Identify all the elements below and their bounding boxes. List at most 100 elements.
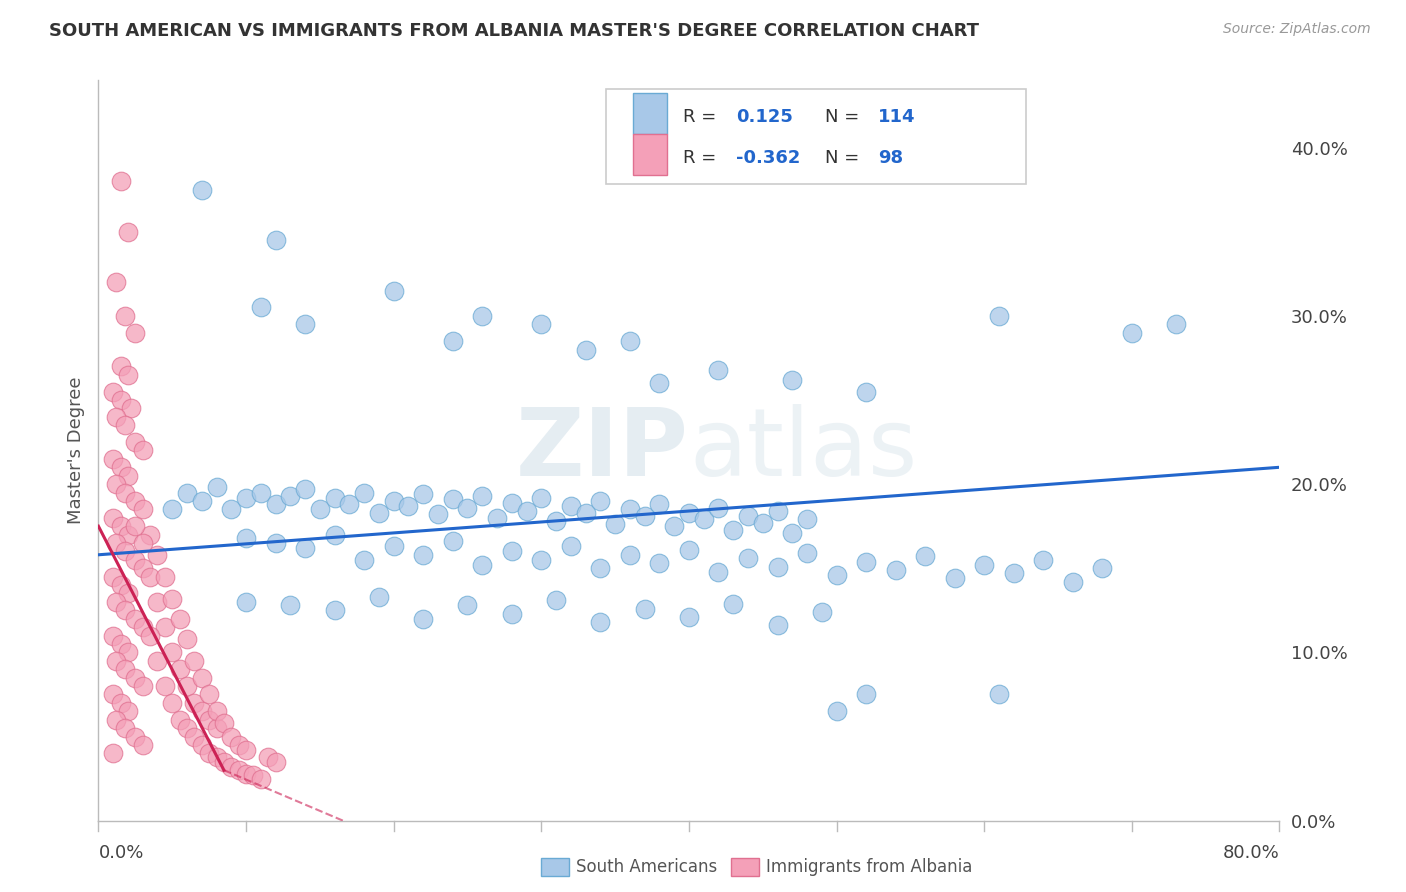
Point (914, 549, 936, 564)
Point (162, 645, 183, 659)
Point (198, 713, 221, 727)
Point (707, 362, 730, 376)
Point (752, 516, 775, 530)
Point (114, 485, 136, 500)
Point (103, 384, 125, 399)
Point (441, 334, 464, 348)
Point (124, 435, 146, 450)
Point (105, 595, 128, 609)
Point (530, 491, 553, 505)
Point (124, 553, 146, 567)
Point (235, 743, 257, 757)
Point (191, 738, 214, 752)
Point (250, 772, 273, 786)
Point (132, 679, 155, 693)
Point (766, 504, 789, 518)
Point (153, 569, 176, 583)
Text: atlas: atlas (689, 404, 917, 497)
Point (110, 359, 132, 374)
Point (353, 485, 375, 500)
Point (105, 654, 128, 668)
Point (124, 326, 146, 340)
Text: 98: 98 (877, 149, 903, 168)
Point (139, 527, 162, 541)
Point (457, 599, 479, 613)
Point (575, 506, 598, 520)
Point (294, 318, 316, 332)
Point (176, 679, 198, 693)
Point (441, 492, 464, 507)
Point (280, 599, 302, 613)
Point (117, 225, 139, 239)
Point (198, 747, 221, 761)
Point (589, 494, 612, 508)
Point (575, 343, 598, 357)
Point (103, 569, 125, 583)
Point (235, 491, 257, 505)
Point (501, 544, 523, 558)
Point (530, 553, 553, 567)
Point (146, 654, 169, 668)
Point (412, 487, 434, 501)
Point (973, 558, 995, 572)
Point (212, 716, 235, 731)
Point (546, 593, 568, 607)
Point (782, 525, 804, 540)
Point (132, 443, 155, 458)
Point (634, 509, 657, 524)
Point (1166, 318, 1188, 332)
Point (707, 565, 730, 579)
Point (796, 512, 818, 526)
Point (264, 536, 287, 550)
Point (471, 489, 494, 503)
Point (103, 747, 125, 761)
Point (323, 603, 346, 617)
Point (501, 495, 523, 509)
Point (988, 309, 1011, 323)
Point (105, 275, 128, 289)
Point (810, 605, 832, 619)
Point (530, 318, 553, 332)
Point (382, 494, 405, 508)
Text: N =: N = (825, 149, 865, 168)
Point (169, 713, 191, 727)
Point (382, 540, 405, 554)
Text: 0.125: 0.125 (737, 108, 793, 127)
Point (117, 368, 139, 382)
Text: ZIP: ZIP (516, 404, 689, 497)
Point (257, 749, 280, 764)
Point (1032, 553, 1054, 567)
FancyBboxPatch shape (634, 134, 666, 175)
Point (796, 546, 818, 560)
Point (110, 460, 132, 475)
Point (132, 620, 155, 634)
Point (132, 561, 155, 575)
Point (191, 183, 214, 197)
Point (205, 480, 228, 494)
Point (619, 334, 641, 348)
Point (132, 502, 155, 516)
Point (176, 632, 198, 646)
Point (1121, 326, 1143, 340)
Point (205, 749, 228, 764)
Point (162, 696, 183, 710)
Point (139, 569, 162, 583)
Point (368, 506, 391, 520)
Point (169, 612, 191, 626)
Text: 114: 114 (877, 108, 915, 127)
Point (678, 542, 700, 557)
Point (546, 514, 568, 528)
Point (309, 502, 332, 516)
Text: R =: R = (683, 108, 723, 127)
Point (132, 738, 155, 752)
Text: Immigrants from Albania: Immigrants from Albania (766, 858, 973, 876)
Point (212, 755, 235, 769)
Point (183, 654, 205, 668)
Point (589, 615, 612, 629)
Point (412, 548, 434, 562)
Point (117, 586, 139, 600)
Point (766, 618, 789, 632)
Point (1062, 574, 1084, 589)
Point (235, 595, 257, 609)
Point (501, 607, 523, 621)
